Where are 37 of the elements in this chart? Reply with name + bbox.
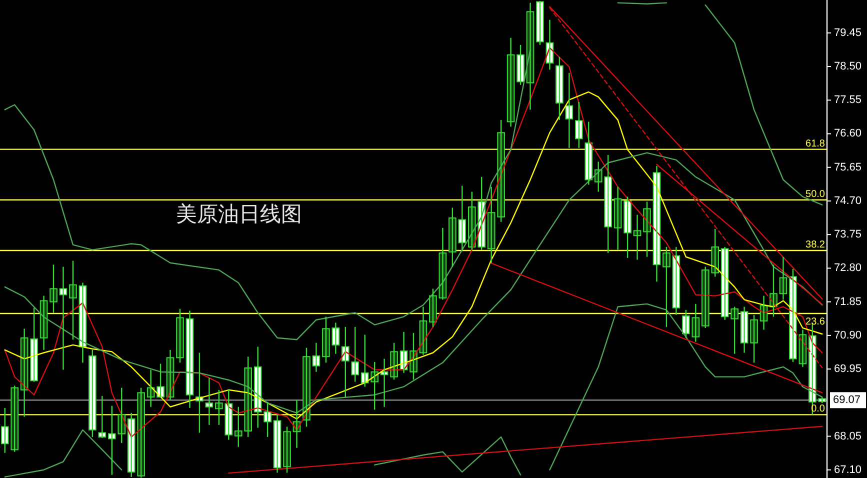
line-series xyxy=(4,152,823,414)
candlestick xyxy=(556,56,564,121)
candlestick xyxy=(730,306,738,354)
annotation: 23.6 xyxy=(806,316,826,328)
candlestick xyxy=(574,101,583,148)
candlestick xyxy=(662,246,670,328)
candlestick xyxy=(322,316,330,364)
candlestick xyxy=(283,426,291,474)
line-series xyxy=(4,429,122,478)
annotation: 50.0 xyxy=(806,188,826,200)
candlestick xyxy=(69,260,77,340)
candlestick xyxy=(88,349,96,438)
y-tick-label: 69.95 xyxy=(834,363,862,376)
y-tick-label: 76.60 xyxy=(834,128,862,140)
candlestick xyxy=(750,314,758,364)
y-tick-label: 78.50 xyxy=(834,60,862,73)
y-tick-label: 73.75 xyxy=(834,228,862,241)
y-tick-label: 79.45 xyxy=(834,26,862,39)
y-tick-label: 74.70 xyxy=(834,194,862,207)
y-tick-label: 68.05 xyxy=(834,430,862,442)
y-tick-label: 67.10 xyxy=(834,464,862,476)
line-series xyxy=(4,91,823,420)
y-tick-label: 75.65 xyxy=(834,161,862,174)
y-tick-label: 72.80 xyxy=(834,262,862,274)
line-series xyxy=(374,436,522,476)
y-tick-label: 77.55 xyxy=(834,94,862,106)
y-tick-label: 71.85 xyxy=(834,296,862,308)
candlestick xyxy=(176,308,184,364)
text: 美原油日线图 xyxy=(176,203,302,226)
line-series xyxy=(4,49,531,340)
candlestick xyxy=(50,264,58,314)
annotation: 38.2 xyxy=(806,240,826,250)
y-tick-label: 70.90 xyxy=(834,329,862,342)
line-series xyxy=(549,303,823,470)
annotation: 61.8 xyxy=(806,138,826,150)
line-series xyxy=(704,4,823,206)
ref-line-label: 69.07 xyxy=(833,394,861,406)
